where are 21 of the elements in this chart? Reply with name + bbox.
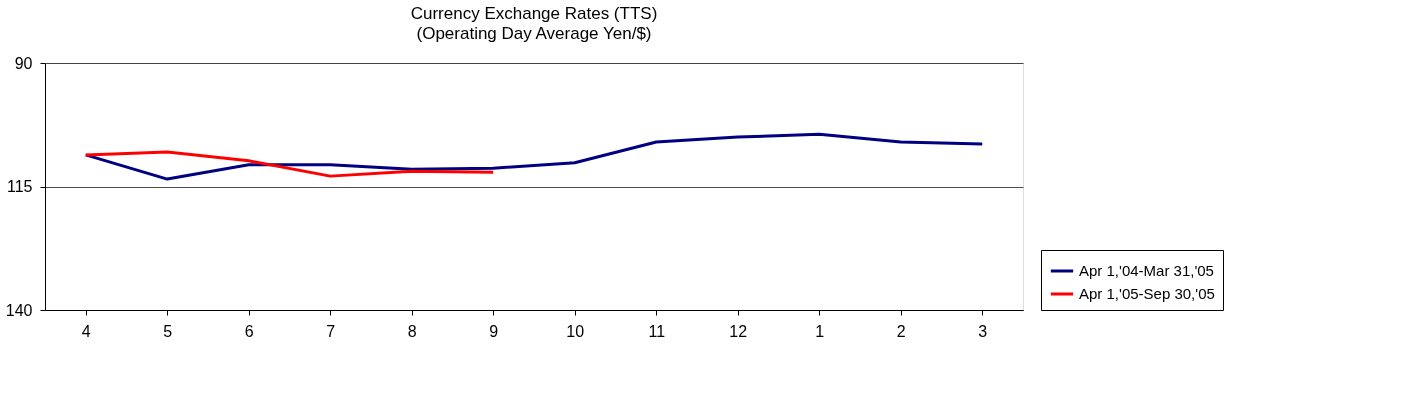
legend-label: Apr 1,'04-Mar 31,'05 <box>1079 262 1214 279</box>
x-tick-label: 10 <box>566 322 585 340</box>
x-tick-label: 3 <box>978 322 988 340</box>
line-series <box>84 132 984 181</box>
x-tick-label: 8 <box>407 322 417 340</box>
x-tick-label: 4 <box>81 322 91 340</box>
line-series <box>84 150 495 178</box>
x-tick-label: 5 <box>163 322 173 340</box>
x-tick-label: 6 <box>244 322 254 340</box>
x-tick-label: 9 <box>489 322 499 340</box>
legend-label: Apr 1,'05-Sep 30,'05 <box>1079 285 1215 302</box>
y-tick-label: 90 <box>14 54 33 72</box>
x-tick-label: 7 <box>326 322 336 340</box>
y-tick-label: 115 <box>6 178 33 195</box>
x-tick-label: 12 <box>729 322 748 340</box>
y-tick-label: 140 <box>5 301 33 319</box>
x-tick-label: 1 <box>815 322 825 340</box>
x-tick-label: 11 <box>648 322 666 340</box>
chart-title: Currency Exchange Rates (TTS) <box>410 4 658 23</box>
chart-subtitle: (Operating Day Average Yen/$) <box>416 24 652 43</box>
x-tick-label: 2 <box>896 322 906 340</box>
